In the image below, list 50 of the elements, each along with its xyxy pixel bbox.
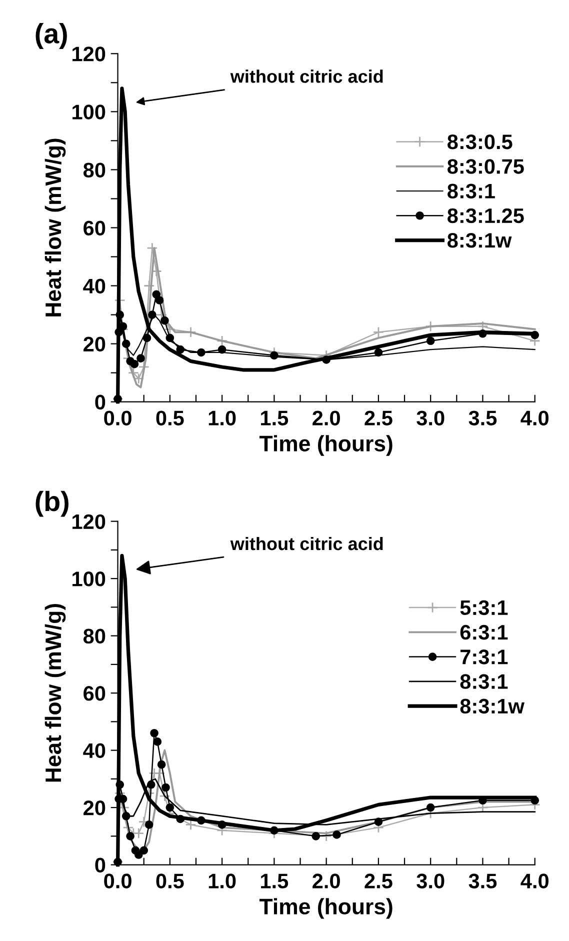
x-tick-label: 3.5 — [468, 410, 497, 426]
x-tick-label: 4.0 — [520, 410, 548, 426]
x-tick-label: 2.0 — [312, 410, 340, 426]
x-tick-label: 2.5 — [364, 874, 392, 888]
chart-title: (a) — [36, 23, 67, 49]
y-tick-label: 80 — [83, 162, 106, 178]
y-axis-title: Heat flow (mW/g) — [44, 604, 66, 782]
x-tick-label: 0.0 — [104, 410, 132, 426]
y-tick-label: 0 — [95, 858, 106, 873]
legend-label: 8:3:1.25 — [448, 208, 524, 224]
legend-label: 8:3:1w — [460, 698, 524, 714]
x-tick-label: 3.0 — [416, 410, 444, 426]
x-tick-label: 0.0 — [104, 874, 132, 888]
x-tick-label: 1.5 — [261, 874, 288, 888]
legend-label: 8:3:1 — [448, 184, 495, 199]
y-axis-title: Heat flow (mW/g) — [44, 138, 66, 316]
x-axis-title: Time (hours) — [259, 898, 392, 919]
legend-label: 6:3:1 — [460, 624, 508, 640]
x-tick-label: 1.0 — [208, 874, 236, 888]
x-tick-label: 3.0 — [416, 874, 444, 888]
annotation: without citric acid — [230, 536, 383, 550]
y-tick-label: 100 — [72, 104, 106, 120]
y-tick-label: 120 — [72, 46, 106, 62]
x-tick-label: 2.5 — [364, 410, 392, 426]
y-tick-label: 100 — [72, 572, 106, 586]
legend-label: 7:3:1 — [460, 650, 508, 664]
chart-title: (b) — [36, 490, 68, 517]
legend-label: 8:3:0.75 — [448, 159, 524, 174]
y-tick-label: 80 — [83, 628, 106, 644]
x-tick-label: 0.5 — [156, 874, 184, 888]
legend-label: 8:3:1 — [460, 674, 508, 689]
y-tick-label: 40 — [83, 743, 106, 758]
y-tick-label: 0 — [95, 394, 106, 410]
legend-label: 5:3:1 — [460, 600, 508, 616]
y-tick-label: 120 — [72, 514, 106, 530]
legend-label: 8:3:0.5 — [448, 134, 512, 150]
y-tick-label: 20 — [84, 336, 106, 352]
x-tick-label: 1.0 — [208, 410, 236, 426]
x-tick-label: 1.5 — [261, 410, 288, 426]
legend-label: 8:3:1w — [448, 233, 512, 248]
x-tick-label: 3.5 — [468, 874, 497, 888]
y-tick-label: 60 — [84, 220, 106, 236]
y-tick-label: 40 — [83, 278, 106, 294]
x-axis-title: Time (hours) — [259, 435, 392, 456]
annotation: without citric acid — [230, 70, 383, 83]
y-tick-label: 60 — [84, 686, 106, 701]
x-tick-label: 2.0 — [312, 874, 340, 888]
y-tick-label: 20 — [84, 800, 106, 816]
x-tick-label: 4.0 — [520, 874, 548, 888]
x-tick-label: 0.5 — [156, 410, 184, 426]
